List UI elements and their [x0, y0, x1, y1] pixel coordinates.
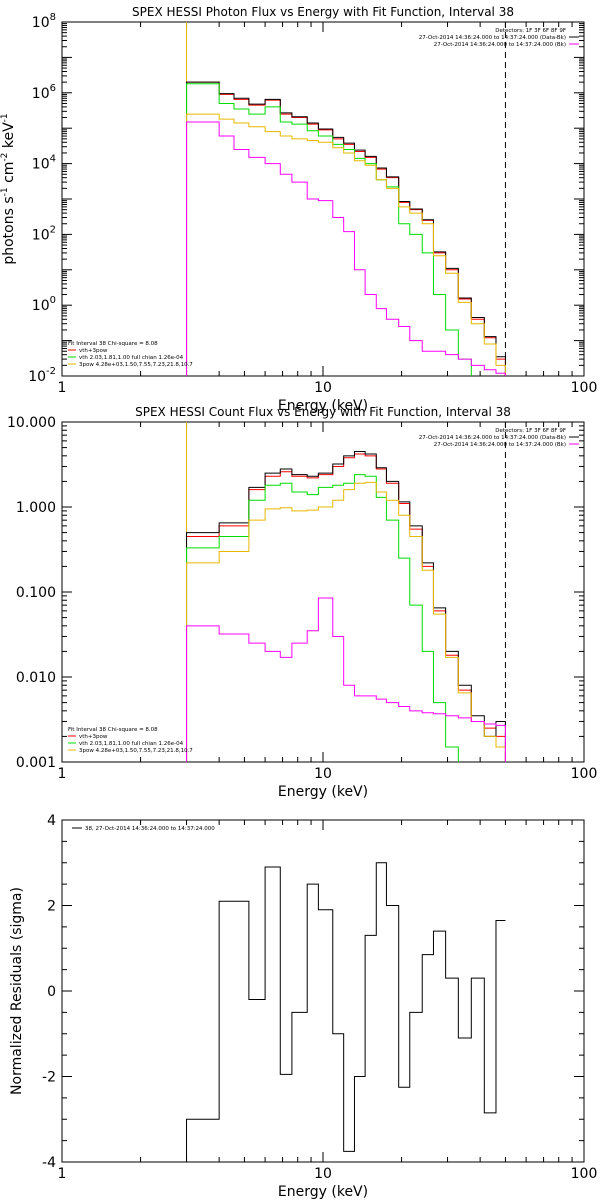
y-tick-label: 102 — [32, 224, 56, 243]
legend-entry: 38, 27-Oct-2014 14:36:24.000 to 14:37:24… — [85, 826, 215, 832]
legend-entry: 27-Oct-2014 14:36:24.000 to 14:37:24.000… — [419, 435, 566, 441]
chart-2: SPEX HESSI Count Flux vs Energy with Fit… — [7, 405, 598, 800]
series-step-line — [186, 113, 506, 376]
y-tick-label: 106 — [32, 83, 56, 102]
legend-entry: Fit Interval 38 Chi-square = 8.08 — [68, 727, 158, 733]
x-tick-label: 100 — [571, 380, 598, 396]
series-step-line — [186, 83, 506, 376]
x-tick-label: 100 — [571, 1166, 598, 1182]
legend-entry: 3pow 4.28e+03,1.50,7.55,7.23,21.8,10.7 — [79, 748, 193, 754]
y-axis-label: photons s-1 cm-2 keV-1 — [0, 113, 17, 264]
series-step-line — [186, 81, 506, 376]
x-axis-label: Energy (keV) — [278, 1184, 368, 1200]
series-group — [186, 450, 506, 762]
x-tick-label: 10 — [314, 1166, 332, 1182]
y-tick-label: 2 — [47, 899, 56, 915]
y-tick-label: 108 — [32, 12, 56, 31]
chart-3: 1 10 100 4 2 0 -2 -4 Energy (keV) Normalized Resi… — [9, 813, 597, 1200]
y-tick-label: 100 — [32, 295, 56, 314]
legend-entry: 27-Oct-2014 14:36:24.000 to 14:37:24.000… — [434, 42, 566, 48]
x-tick-label: 10 — [314, 766, 332, 782]
y-tick-label: 0.100 — [16, 585, 56, 601]
x-tick-label: 1 — [58, 1166, 67, 1182]
series-step-line — [186, 81, 506, 376]
y-axis-label: Normalized Residuals (sigma) — [9, 887, 25, 1095]
series-step-line — [186, 481, 506, 762]
y-tick-label: 0.010 — [16, 670, 56, 686]
y-tick-label: 10.000 — [7, 415, 56, 431]
x-axis-label: Energy (keV) — [278, 784, 368, 800]
x-tick-label: 10 — [314, 380, 332, 396]
x-tick-label: 100 — [571, 766, 598, 782]
x-axis-label: Energy (keV) — [278, 398, 368, 414]
y-tick-label: -2 — [42, 1070, 56, 1086]
legend-entry: vth 2.03,1.81,1.00 full chian 1.26e-04 — [79, 355, 184, 361]
legend-entry: vth+3pow — [79, 734, 108, 740]
legend-entry: vth+3pow — [79, 348, 108, 354]
legend-entry: Fit Interval 38 Chi-square = 8.08 — [68, 341, 158, 347]
series-group — [186, 81, 506, 376]
x-tick-label: 1 — [58, 380, 67, 396]
legend-entry: 27-Oct-2014 14:36:24.000 to 14:37:24.000… — [434, 442, 566, 448]
y-tick-label: 0.001 — [16, 755, 56, 771]
chart-1: SPEX HESSI Photon Flux vs Energy with Fi… — [0, 5, 598, 414]
legend-entry: vth 2.03,1.81,1.00 full chian 1.26e-04 — [79, 741, 184, 747]
legend-entry: 3pow 4.28e+03,1.50,7.55,7.23,21.8,10.7 — [79, 362, 193, 368]
series-step-line — [186, 450, 506, 762]
x-tick-label: 1 — [58, 766, 67, 782]
series-step-line — [186, 453, 506, 762]
y-tick-label: 1.000 — [16, 500, 56, 516]
legend-entry: Detectors: 1F 3F 6F 8F 9F — [495, 428, 566, 434]
chart-title: SPEX HESSI Count Flux vs Energy with Fit… — [135, 405, 511, 419]
series-step-line — [186, 121, 506, 376]
y-tick-label: 104 — [32, 154, 56, 173]
plot-frame — [61, 819, 585, 1163]
legend-entry: Detectors: 1F 3F 6F 8F 9F — [495, 28, 566, 34]
legend-entry: 27-Oct-2014 14:36:24.000 to 14:37:24.000… — [419, 35, 566, 41]
series-step-line — [186, 862, 506, 1162]
y-tick-label: 0 — [47, 984, 56, 1000]
chart-title: SPEX HESSI Photon Flux vs Energy with Fi… — [132, 5, 514, 19]
y-tick-label: 4 — [47, 813, 56, 829]
series-group — [186, 862, 506, 1162]
y-tick-label: -4 — [42, 1155, 56, 1171]
series-step-line — [186, 597, 506, 762]
series-step-line — [186, 474, 506, 762]
y-tick-label: 10-2 — [28, 366, 56, 385]
